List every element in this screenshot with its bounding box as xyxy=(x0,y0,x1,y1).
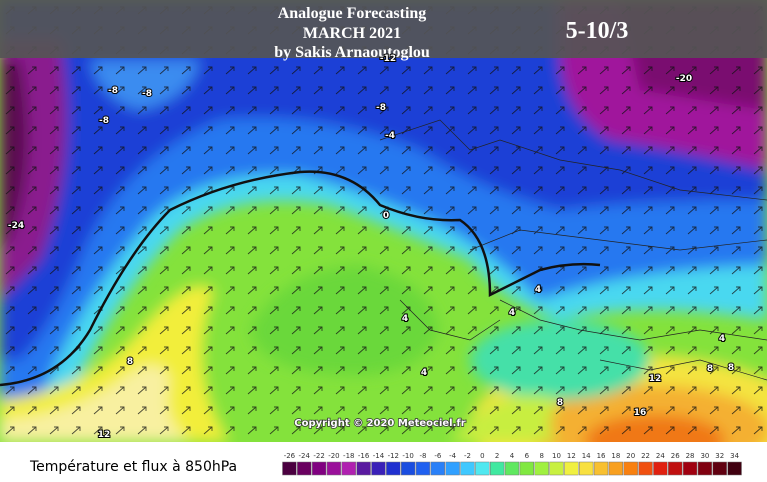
contour-labels: -8 -8 -8 -12 -8 -4 -20 -24 0 4 4 4 4 8 8 8 12 8 16 12 4 xyxy=(7,53,735,441)
scale-label: 14 xyxy=(582,452,591,460)
scale-label: 30 xyxy=(700,452,709,460)
contour-label: 12 xyxy=(649,374,662,384)
contour-label: 8 xyxy=(707,364,713,374)
scale-swatch xyxy=(623,461,638,476)
scale-label: 12 xyxy=(567,452,576,460)
scale-label: 8 xyxy=(539,452,543,460)
contour-label: -4 xyxy=(385,131,395,141)
scale-swatch xyxy=(697,461,713,476)
scale-label: -12 xyxy=(388,452,399,460)
scale-swatch xyxy=(534,461,549,476)
contour-label: -8 xyxy=(376,103,386,113)
scale-label: 24 xyxy=(656,452,665,460)
scale-label: -4 xyxy=(449,452,457,460)
scale-label: 22 xyxy=(641,452,650,460)
scale-swatch xyxy=(653,461,668,476)
scale-swatch xyxy=(727,461,742,476)
contour-label: 8 xyxy=(728,363,734,373)
header-line: Analogue Forecasting xyxy=(278,5,427,22)
scale-label: 4 xyxy=(510,452,515,460)
contour-label: 4 xyxy=(535,285,541,295)
contour-label: -12 xyxy=(380,54,396,64)
contour-label: 4 xyxy=(509,308,515,318)
scale-swatch xyxy=(593,461,609,476)
contour-label: 4 xyxy=(421,368,427,378)
scale-label: -10 xyxy=(402,452,413,460)
contour-label: 12 xyxy=(98,430,111,440)
scale-label: 6 xyxy=(525,452,530,460)
scale-swatch xyxy=(356,461,371,476)
contour-label: 4 xyxy=(719,334,725,344)
scale-label: 0 xyxy=(480,452,484,460)
contour-label: -8 xyxy=(142,89,152,99)
scale-swatch xyxy=(386,461,401,476)
scale-label: -22 xyxy=(313,452,324,460)
scale-swatch xyxy=(445,461,460,476)
scale-label: -24 xyxy=(299,452,311,460)
contour-label: -8 xyxy=(99,116,109,126)
period: 5-10/3 xyxy=(566,18,629,44)
contour-label: 16 xyxy=(634,408,647,418)
scale-label: 32 xyxy=(715,452,724,460)
scale-swatch xyxy=(326,461,342,476)
contour-label: -24 xyxy=(8,221,24,231)
contour-label: 8 xyxy=(127,357,133,367)
header-line: MARCH 2021 xyxy=(303,25,401,42)
contour-label: -20 xyxy=(676,74,692,84)
scale-label: -14 xyxy=(373,452,385,460)
scale-label: 16 xyxy=(597,452,606,460)
scale-label: -18 xyxy=(343,452,354,460)
scale-label: 2 xyxy=(495,452,499,460)
scale-swatch xyxy=(297,461,312,476)
scale-label: -6 xyxy=(434,452,442,460)
scale-swatch xyxy=(519,461,535,476)
scale-label: 26 xyxy=(671,452,680,460)
scale-swatch xyxy=(638,461,653,476)
scale-swatch xyxy=(341,461,356,476)
scale-swatch xyxy=(475,461,490,476)
scale-label: -2 xyxy=(464,452,471,460)
scale-swatch xyxy=(608,461,624,476)
scale-swatch xyxy=(579,461,594,476)
scale-label: -26 xyxy=(284,452,296,460)
scale-label: -8 xyxy=(419,452,426,460)
scale-swatch xyxy=(489,461,505,476)
scale-label: 10 xyxy=(552,452,561,460)
contour-label: 0 xyxy=(383,211,389,221)
scale-label: 20 xyxy=(626,452,635,460)
scale-label: 28 xyxy=(686,452,695,460)
scale-swatch xyxy=(311,461,327,476)
scale-swatch xyxy=(504,461,520,476)
scale-swatch xyxy=(549,461,564,476)
scale-swatch xyxy=(668,461,683,476)
scale-swatch xyxy=(682,461,698,476)
scale-swatch xyxy=(371,461,386,476)
scale-label: 34 xyxy=(730,452,739,460)
scale-swatch xyxy=(460,461,475,476)
scale-swatch xyxy=(430,461,445,476)
color-scale: -26 -24 -22 -20 -18 -16 -14 -12 -10 -8 -6 -4 -2 0 2 4 6 8… xyxy=(282,452,742,476)
scale-swatch xyxy=(415,461,431,476)
contour-label: 8 xyxy=(557,398,563,408)
scale-swatch xyxy=(564,461,579,476)
scale-label: 18 xyxy=(611,452,620,460)
header-bar xyxy=(0,0,767,58)
header-line: by Sakis Arnaoutoglou xyxy=(274,44,430,61)
scale-swatch xyxy=(712,461,727,476)
scale-swatch xyxy=(400,461,416,476)
copyright: Copyright © 2020 Meteociel.fr xyxy=(294,418,465,429)
contour-label: 4 xyxy=(402,314,408,324)
scale-label: -16 xyxy=(358,452,370,460)
contour-label: -8 xyxy=(108,86,118,96)
footer-label: Température et flux à 850hPa xyxy=(29,459,237,475)
scale-label: -20 xyxy=(328,452,339,460)
scale-swatch xyxy=(282,461,297,476)
